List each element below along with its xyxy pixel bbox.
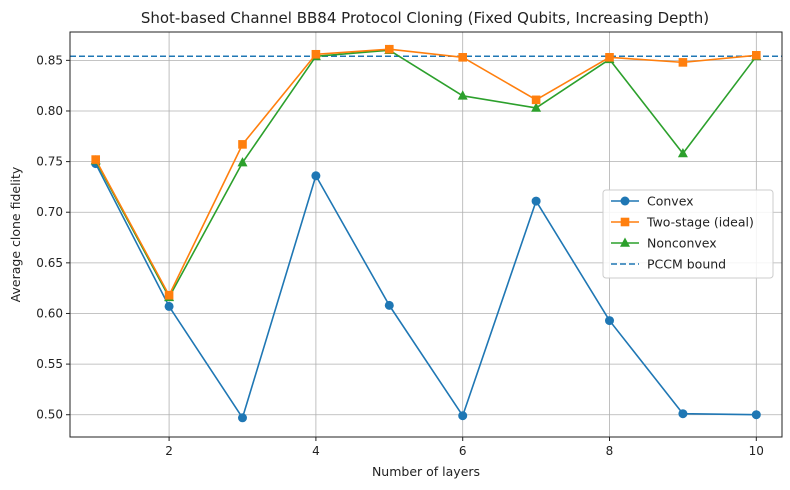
- y-axis-label: Average clone fidelity: [8, 166, 23, 302]
- two-stage-ideal-series: [91, 44, 761, 300]
- two-stage-ideal-point: [164, 290, 174, 300]
- legend-nonconvex-marker: [620, 237, 630, 247]
- convex-point: [164, 301, 174, 311]
- x-tick-label: 6: [459, 444, 467, 458]
- convex-point: [751, 410, 761, 420]
- two-stage-ideal-point: [311, 49, 321, 59]
- convex-point: [237, 413, 247, 423]
- x-axis-label: Number of layers: [372, 464, 480, 479]
- legend-two-stage-ideal-label: Two-stage (ideal): [646, 215, 754, 230]
- y-tick-label: 0.85: [36, 53, 63, 67]
- legend-two-stage-ideal-marker: [620, 217, 630, 227]
- legend-convex-marker: [620, 196, 630, 206]
- convex-point: [605, 316, 615, 326]
- convex-point: [678, 409, 688, 419]
- convex-series: [91, 159, 761, 423]
- legend-nonconvex-label: Nonconvex: [647, 236, 717, 251]
- two-stage-ideal-point: [678, 58, 688, 67]
- y-tick-label: 0.70: [36, 205, 63, 219]
- convex-point: [531, 196, 541, 206]
- two-stage-ideal-point: [605, 53, 614, 62]
- legend: Convex Two-stage (ideal) Nonconvex PCCM bou…: [602, 189, 774, 279]
- convex-point: [458, 411, 468, 421]
- x-tick-label: 4: [312, 444, 320, 458]
- y-tick-label: 0.80: [36, 104, 63, 118]
- x-tick-label: 8: [606, 444, 614, 458]
- two-stage-ideal-point: [752, 50, 761, 60]
- legend-pccm-bound-label: PCCM bound: [647, 257, 726, 272]
- x-tick-label: 10: [749, 444, 764, 458]
- nonconvex-point: [237, 157, 248, 167]
- x-tick-label: 2: [165, 444, 173, 458]
- two-stage-ideal-line: [94, 48, 757, 297]
- two-stage-ideal-point: [458, 53, 468, 62]
- nonconvex-point: [531, 102, 542, 112]
- legend-convex-label: Convex: [647, 194, 694, 209]
- two-stage-ideal-point: [384, 44, 394, 54]
- two-stage-ideal-point: [531, 95, 541, 105]
- axis-ticks: 2 4 6 8 10 0.50 0.55 0.60 0.65 0.70 0.75 0.80 0.85: [36, 53, 764, 458]
- y-tick-label: 0.50: [36, 408, 63, 422]
- chart-title: Shot-based Channel BB84 Protocol Cloning…: [141, 9, 709, 27]
- nonconvex-point: [677, 148, 688, 158]
- convex-point: [384, 300, 394, 310]
- nonconvex-point: [457, 90, 468, 100]
- y-tick-label: 0.60: [36, 306, 63, 320]
- convex-line: [94, 163, 757, 419]
- y-tick-label: 0.75: [36, 155, 63, 169]
- series-lines: [90, 44, 762, 423]
- plot-frame: [69, 31, 783, 438]
- legend-box: [602, 189, 774, 279]
- convex-point: [311, 171, 321, 181]
- two-stage-ideal-point: [238, 140, 247, 149]
- y-tick-label: 0.65: [36, 256, 63, 270]
- two-stage-ideal-point: [91, 155, 100, 164]
- y-tick-label: 0.55: [36, 357, 63, 371]
- nonconvex-line: [94, 49, 757, 299]
